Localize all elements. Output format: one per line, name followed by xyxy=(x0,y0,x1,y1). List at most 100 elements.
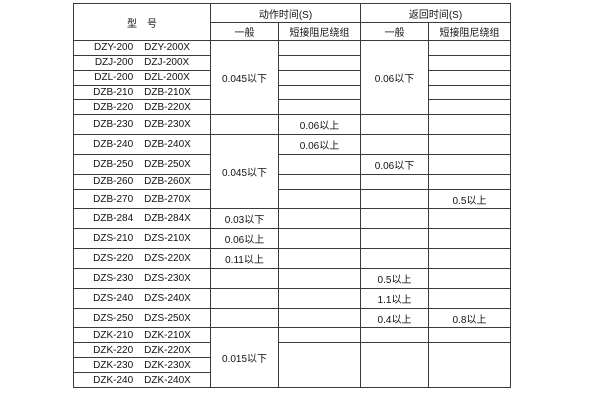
model-cell: DZS-240 DZS-240X xyxy=(73,287,211,309)
act-damp-cell xyxy=(278,84,361,101)
table-row: DZB-210 DZB-210X xyxy=(73,84,511,101)
model-name-x: DZB-210X xyxy=(144,87,191,98)
act-damp-cell xyxy=(278,40,361,56)
header-return-time: 返回时间(S) xyxy=(360,3,511,23)
model-cell: DZB-270 DZB-270X xyxy=(73,188,211,210)
ret-damp-cell xyxy=(428,248,511,269)
ret-damp-cell xyxy=(428,342,511,388)
model-cell: DZJ-200 DZJ-200X xyxy=(73,54,211,71)
ret-damp-cell xyxy=(428,267,511,289)
table-row: DZY-200 DZY-200X 0.045以下 0.06以下 xyxy=(73,39,511,116)
header-return-damping: 短接阻尼绕组 xyxy=(428,22,511,41)
act-general-cell xyxy=(210,267,279,289)
act-damp-cell xyxy=(278,69,361,86)
model-name: DZS-230 xyxy=(93,272,134,284)
model-name-x: DZS-220X xyxy=(144,253,191,265)
model-name: DZL-200 xyxy=(94,72,134,84)
model-cell: DZB-210 DZB-210X xyxy=(73,84,211,101)
model-cell: DZK-230 DZK-230X xyxy=(73,357,211,374)
model-cell: DZK-240 DZK-240X xyxy=(73,372,211,388)
model-name: DZB-230 xyxy=(93,119,134,131)
act-general-cell xyxy=(210,287,279,309)
table-row: DZK-220 DZK-220X xyxy=(73,342,511,388)
act-damp-cell xyxy=(278,173,361,190)
ret-damp-cell xyxy=(428,134,511,155)
model-name-x: DZB-240X xyxy=(144,139,191,151)
table-row: DZB-250 DZB-250X 0.06以下 xyxy=(73,153,511,175)
ret-general-cell xyxy=(360,173,429,190)
act-damp-cell xyxy=(278,267,361,289)
act-damp-cell xyxy=(278,54,361,71)
table-row: DZS-210 DZS-210X 0.06以上 xyxy=(73,228,511,250)
table-header-row-1: 型 号 动作时间(S) 返回时间(S) xyxy=(73,3,511,41)
table-row: DZS-220 DZS-220X 0.11以上 xyxy=(73,248,511,269)
ret-general-cell: 0.06以下 xyxy=(360,39,429,116)
model-name: DZB-220 xyxy=(93,101,134,113)
act-damp-cell xyxy=(278,342,361,388)
model-cell: DZB-250 DZB-250X xyxy=(73,153,211,175)
model-name-x: DZK-220X xyxy=(144,344,191,356)
ret-damp-cell xyxy=(428,54,511,71)
table-row: DZK-230 DZK-230X xyxy=(73,357,511,374)
header-model: 型 号 xyxy=(73,3,211,41)
model-name-x: DZS-250X xyxy=(144,312,191,324)
model-name: DZJ-200 xyxy=(94,57,134,69)
model-name-x: DZK-240X xyxy=(144,374,191,386)
model-cell: DZL-200 DZL-200X xyxy=(73,69,211,86)
ret-damp-cell xyxy=(428,287,511,309)
model-name-x: DZB-220X xyxy=(144,101,191,113)
ret-damp-cell xyxy=(428,40,511,56)
model-name-x: DZS-240X xyxy=(144,292,191,304)
act-damp-cell: 0.06以上 xyxy=(278,114,361,136)
table-row: DZK-240 DZK-240X xyxy=(73,372,511,388)
ret-general-cell xyxy=(360,114,429,136)
ret-damp-cell xyxy=(428,327,511,344)
model-name: DZK-240 xyxy=(93,374,134,386)
table-row: DZB-260 DZB-260X xyxy=(73,173,511,190)
ret-general-cell: 1.1以上 xyxy=(360,287,429,309)
act-general-cell xyxy=(210,307,279,329)
table-row: DZB-284 DZB-284X 0.03以下 xyxy=(73,208,511,230)
model-name-x: DZJ-200X xyxy=(144,57,190,69)
ret-general-cell: 0.06以下 xyxy=(360,153,429,175)
act-damp-cell xyxy=(278,153,361,175)
model-name-x: DZS-210X xyxy=(144,233,191,245)
model-name-x: DZB-260X xyxy=(144,176,191,188)
act-general-cell: 0.06以上 xyxy=(210,228,279,250)
model-cell: DZS-220 DZS-220X xyxy=(73,248,211,269)
model-name: DZK-220 xyxy=(93,344,134,356)
model-cell: DZB-220 DZB-220X xyxy=(73,99,211,116)
act-damp-cell xyxy=(278,248,361,269)
header-action-time: 动作时间(S) xyxy=(210,3,361,23)
model-cell: DZK-210 DZK-210X xyxy=(73,327,211,344)
ret-general-cell xyxy=(360,134,429,155)
model-cell: DZB-260 DZB-260X xyxy=(73,173,211,190)
relay-spec-table: 型 号 动作时间(S) 返回时间(S) 一般 短接阻尼绕组 一般 短接阻尼绕组 … xyxy=(73,3,511,388)
ret-damp-cell xyxy=(428,173,511,190)
table-row: DZS-250 DZS-250X 0.4以上 0.8以上 xyxy=(73,307,511,329)
model-name-x: DZY-200X xyxy=(144,42,190,54)
model-name-x: DZL-200X xyxy=(144,72,190,84)
table-row: DZL-200 DZL-200X xyxy=(73,69,511,86)
table-row: DZJ-200 DZJ-200X xyxy=(73,54,511,71)
ret-general-cell xyxy=(360,342,429,388)
act-general-cell: 0.015以下 xyxy=(210,327,279,388)
model-name: DZB-284 xyxy=(93,213,134,225)
model-name: DZB-270 xyxy=(93,193,134,205)
header-action-general: 一般 xyxy=(210,22,279,41)
model-name: DZS-250 xyxy=(93,312,134,324)
model-cell: DZB-284 DZB-284X xyxy=(73,208,211,230)
ret-damp-cell: 0.5以上 xyxy=(428,188,511,210)
model-name: DZK-210 xyxy=(93,329,134,341)
model-name: DZB-240 xyxy=(93,139,134,151)
ret-general-cell xyxy=(360,188,429,210)
ret-general-cell xyxy=(360,228,429,250)
ret-damp-cell xyxy=(428,69,511,86)
ret-damp-cell xyxy=(428,99,511,116)
act-general-cell xyxy=(210,114,279,136)
ret-general-cell xyxy=(360,208,429,230)
model-name-x: DZK-230X xyxy=(144,359,191,371)
table-row: DZS-230 DZS-230X 0.5以上 xyxy=(73,267,511,289)
model-name: DZK-230 xyxy=(93,359,134,371)
